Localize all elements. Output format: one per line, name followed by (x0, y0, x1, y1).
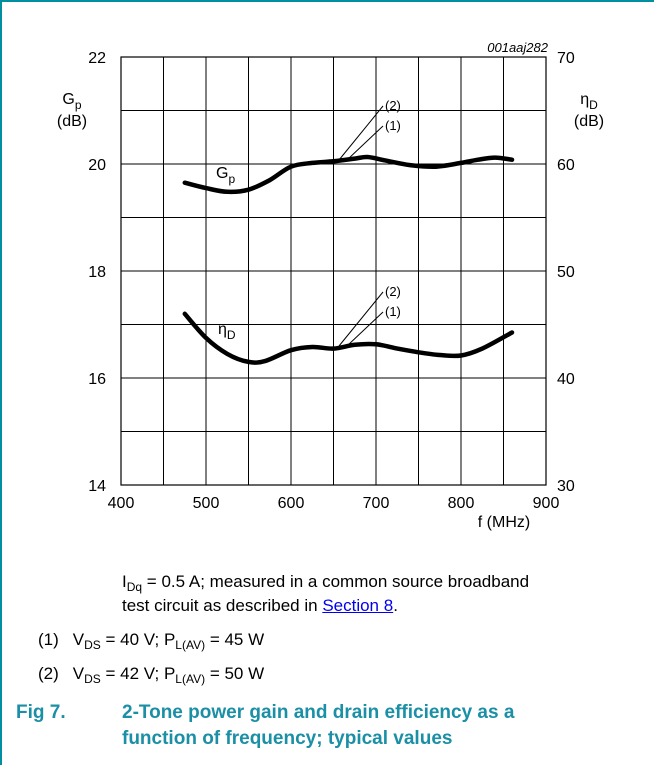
right-axis-unit: (dB) (574, 113, 604, 130)
series-lines (182, 154, 515, 365)
left-axis-unit: (dB) (57, 113, 87, 130)
x-tick-label: 700 (363, 495, 390, 512)
left-tick-label: 14 (88, 478, 106, 495)
callout-label: (1) (385, 118, 401, 133)
callout-leader (338, 105, 384, 161)
x-tick-label: 600 (278, 495, 305, 512)
right-axis-label: ηD (580, 91, 598, 112)
x-tick-labels: 400 500 600 700 800 900 (108, 495, 560, 512)
left-tick-labels: 14 16 18 20 22 (88, 50, 106, 495)
x-tick-label: 800 (448, 495, 475, 512)
plot-border (120, 56, 547, 486)
left-tick-label: 16 (88, 371, 106, 388)
right-tick-label: 50 (557, 264, 575, 281)
right-tick-label: 70 (557, 50, 575, 67)
right-tick-label: 40 (557, 371, 575, 388)
series-line-gp (182, 154, 515, 195)
callout-label: (2) (385, 284, 401, 299)
callout-leader (346, 125, 384, 161)
callout-label: (2) (385, 98, 401, 113)
left-tick-label: 20 (88, 157, 106, 174)
chart: 400 500 600 700 800 900 14 16 18 20 22 30 40 50 60 70… (57, 40, 604, 531)
x-tick-label: 500 (193, 495, 220, 512)
x-tick-label: 400 (108, 495, 135, 512)
figure-id: 001aaj282 (487, 40, 548, 55)
callout-label: (1) (385, 304, 401, 319)
callout-leader (346, 311, 384, 347)
series-label-etad: ηD (218, 321, 236, 342)
right-tick-labels: 30 40 50 60 70 (557, 50, 575, 495)
x-tick-label: 900 (533, 495, 560, 512)
left-axis-label: Gp (62, 91, 81, 112)
right-tick-label: 30 (557, 478, 575, 495)
chart-grid (120, 56, 547, 486)
callout-leader (338, 291, 384, 347)
right-tick-label: 60 (557, 157, 575, 174)
left-tick-label: 22 (88, 50, 106, 67)
series-line-etad (182, 311, 515, 365)
series-label-gp: Gp (216, 165, 235, 186)
callouts: (2) (1) (2) (1) (338, 98, 401, 347)
left-tick-label: 18 (88, 264, 106, 281)
x-axis-label: f (MHz) (478, 514, 530, 531)
section-link[interactable]: Section 8 (322, 596, 394, 615)
